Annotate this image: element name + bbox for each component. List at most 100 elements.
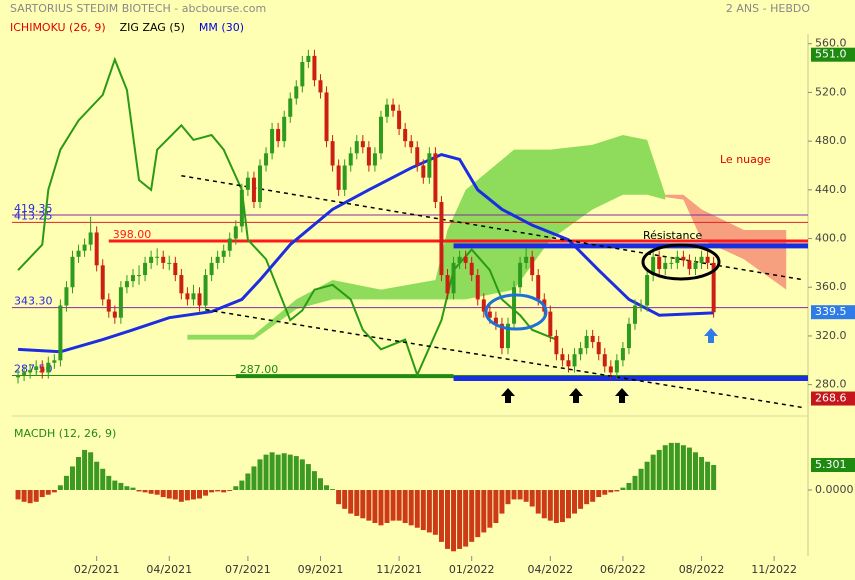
x-tick-label: 01/2022 xyxy=(449,563,495,576)
candle-body xyxy=(560,354,565,361)
candle-body xyxy=(197,293,202,306)
macd-bar xyxy=(342,490,348,509)
macd-bar xyxy=(39,490,45,498)
candle-body xyxy=(608,366,613,373)
macd-bar xyxy=(493,490,499,523)
indicator-line xyxy=(17,152,714,354)
y-tick-label: 560.0 xyxy=(815,37,847,50)
candle-body xyxy=(191,293,196,300)
macd-bar xyxy=(227,490,233,491)
last-value-tag xyxy=(811,391,855,406)
candle-body xyxy=(530,256,535,276)
candle-body xyxy=(415,147,420,166)
macd-bar xyxy=(263,454,269,490)
macd-bar xyxy=(57,485,63,490)
macd-bar xyxy=(469,490,475,542)
candle-body xyxy=(385,104,390,117)
candle-body xyxy=(130,275,135,282)
candle-body xyxy=(324,92,329,142)
candle-body xyxy=(330,141,335,166)
x-tick-label: 04/2022 xyxy=(527,563,573,576)
macd-bar xyxy=(275,454,281,490)
candle-body xyxy=(427,153,432,178)
macd-bar xyxy=(481,490,487,533)
candle-body xyxy=(106,299,111,312)
macd-bar xyxy=(336,490,342,505)
ichimoku-cloud xyxy=(187,135,666,340)
candle-body xyxy=(487,311,492,318)
candle-body xyxy=(52,360,57,363)
last-value-tag xyxy=(811,305,855,320)
macd-bar xyxy=(402,490,408,523)
macd-bar xyxy=(148,490,154,494)
candle-body xyxy=(705,256,710,263)
candle-body xyxy=(294,86,299,99)
candle-body xyxy=(360,141,365,148)
candle-body xyxy=(524,256,529,263)
macd-bar xyxy=(311,471,317,490)
macd-bar xyxy=(487,490,493,528)
candle-body xyxy=(645,275,650,306)
macd-bar xyxy=(178,490,184,502)
candle-body xyxy=(584,335,589,349)
arrow xyxy=(615,388,629,403)
macd-bar xyxy=(76,457,82,490)
macd-bar xyxy=(118,482,124,490)
macd-bar xyxy=(154,490,160,495)
candle-body xyxy=(397,110,402,129)
macd-bar xyxy=(699,457,705,490)
candle-body xyxy=(100,265,105,300)
macd-bar xyxy=(317,478,323,490)
candle-body xyxy=(657,256,662,269)
macd-bar xyxy=(680,445,686,490)
candle-body xyxy=(64,287,69,306)
macd-bar xyxy=(106,475,112,490)
candle-body xyxy=(167,262,172,264)
macd-bar xyxy=(475,490,481,538)
candle-body xyxy=(282,116,287,142)
level-label: 413.25 xyxy=(14,209,53,222)
candle-body xyxy=(445,275,450,294)
candle-body xyxy=(499,323,504,349)
x-tick-label: 11/2021 xyxy=(376,563,422,576)
macd-bar xyxy=(711,465,717,490)
macd-bar xyxy=(136,490,142,492)
macd-bar xyxy=(360,490,366,519)
macd-bar xyxy=(378,490,384,526)
candle-body xyxy=(669,262,674,264)
indicator-line xyxy=(205,308,805,409)
macd-bar xyxy=(197,490,203,499)
highlight-ellipse xyxy=(484,293,548,331)
level-label: 287.00 xyxy=(240,363,278,376)
macd-bar xyxy=(535,490,541,514)
x-tick-label: 07/2021 xyxy=(225,563,271,576)
candle-body xyxy=(469,262,474,276)
macd-bar xyxy=(88,452,94,490)
candle-body xyxy=(475,275,480,300)
candle-body xyxy=(348,153,353,166)
macd-bar xyxy=(584,490,590,505)
candle-body xyxy=(463,256,468,263)
macd-bar xyxy=(511,490,517,500)
candle-body xyxy=(633,305,638,324)
macd-bar xyxy=(547,490,553,521)
candle-body xyxy=(185,293,190,300)
macd-bar xyxy=(499,490,505,514)
macd-bar xyxy=(602,490,608,495)
macd-bar xyxy=(686,447,692,490)
candle-body xyxy=(270,128,275,154)
macd-bar xyxy=(160,490,166,498)
candle-body xyxy=(536,275,541,300)
candle-body xyxy=(88,232,93,245)
macd-bar xyxy=(324,485,330,490)
candle-body xyxy=(596,342,601,355)
candle-body xyxy=(675,256,680,263)
macd-bar xyxy=(281,453,287,490)
macd-bar xyxy=(15,490,21,500)
macd-bar xyxy=(269,452,275,490)
candle-body xyxy=(312,55,317,81)
candle-body xyxy=(124,281,129,288)
macd-bar xyxy=(330,489,336,490)
y-tick-label: 400.0 xyxy=(815,232,847,245)
